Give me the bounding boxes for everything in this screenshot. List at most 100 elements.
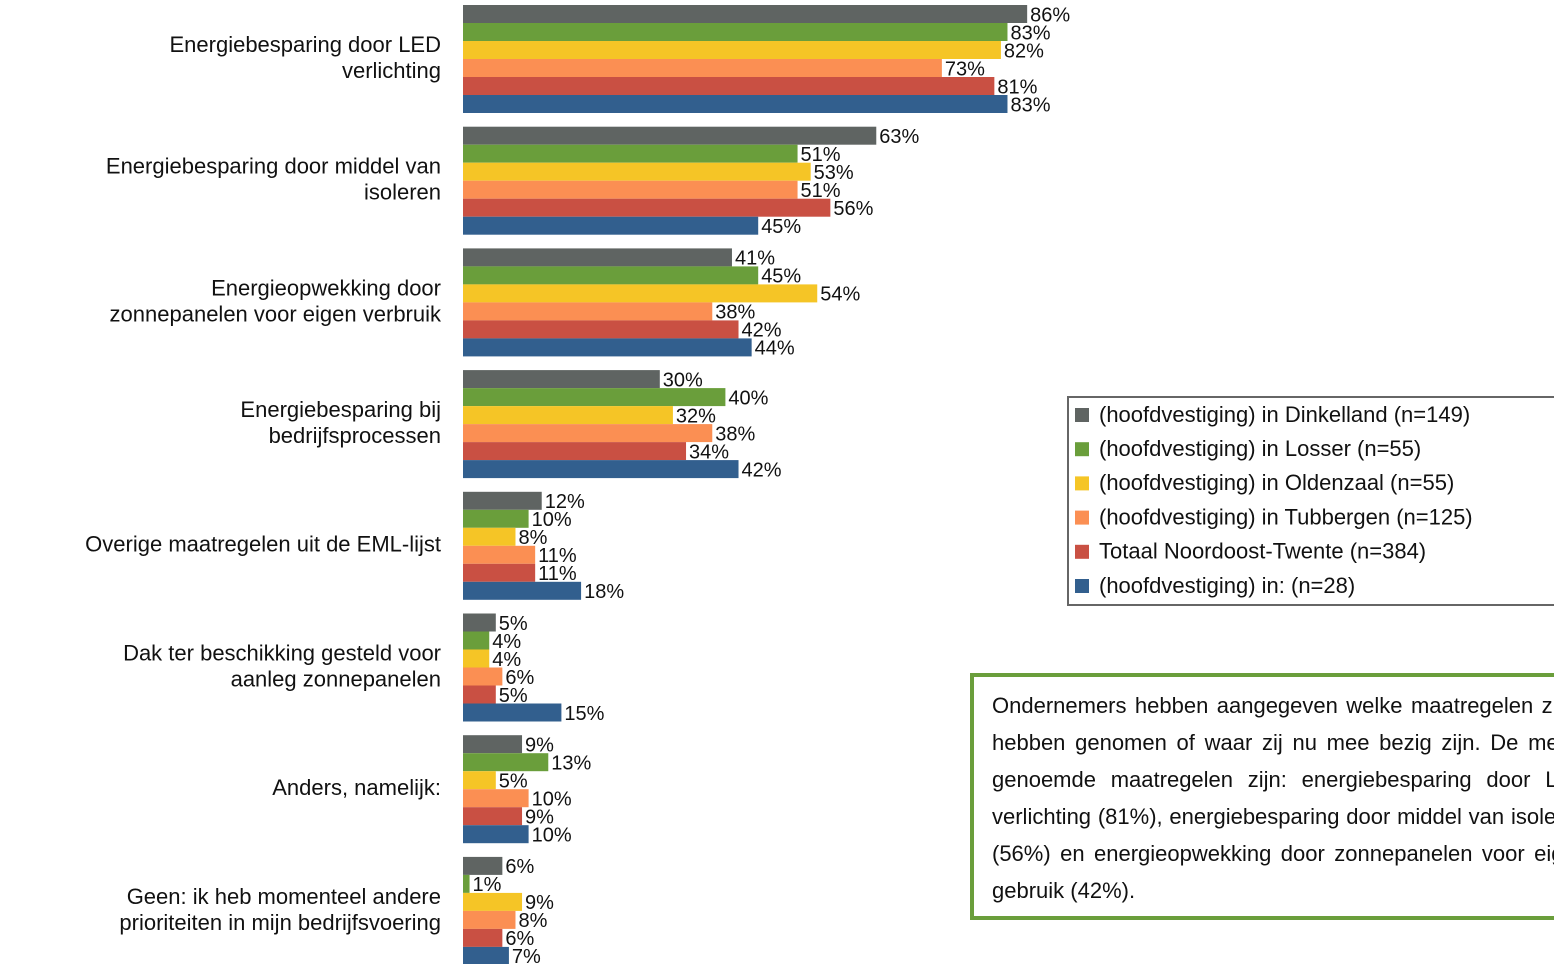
value-label: 8% <box>518 910 547 932</box>
bar <box>463 41 1001 59</box>
legend-swatch <box>1075 579 1089 593</box>
bar <box>463 581 582 600</box>
value-label: 30% <box>663 369 703 391</box>
bar <box>463 77 995 95</box>
category-label: Energieopwekking door zonnepanelen voor e… <box>110 275 442 326</box>
bar <box>463 753 549 772</box>
bar <box>463 563 536 582</box>
value-label: 51% <box>801 180 841 202</box>
value-label: 42% <box>742 459 782 481</box>
legend-swatch <box>1075 476 1089 491</box>
bar <box>463 248 732 267</box>
value-label: 11% <box>538 563 577 585</box>
value-label: 63% <box>879 126 919 148</box>
bar <box>463 406 673 425</box>
value-label: 15% <box>564 703 604 725</box>
value-label: 7% <box>512 946 541 964</box>
value-label: 82% <box>1004 40 1044 62</box>
bar <box>463 649 490 668</box>
value-label: 6% <box>505 667 534 689</box>
value-label: 11% <box>538 545 577 567</box>
legend-label: (hoofdvestiging) in Tubbergen (n=125) <box>1099 504 1473 529</box>
bar <box>463 424 713 443</box>
bar <box>463 23 1008 41</box>
value-label: 9% <box>525 892 554 914</box>
bar <box>463 613 496 632</box>
value-label: 41% <box>735 248 775 270</box>
legend-swatch <box>1075 510 1089 525</box>
bar <box>463 460 739 479</box>
bar <box>463 509 529 528</box>
text-box: Ondernemers hebben aangegeven welke maat… <box>970 673 1554 920</box>
value-label: 6% <box>505 928 534 950</box>
value-label: 1% <box>473 874 502 896</box>
category-label: Overige maatregelen uit de EML-lijst <box>85 532 441 557</box>
bar <box>463 685 496 704</box>
value-label: 12% <box>545 491 585 513</box>
category-label: Energiebesparing door LED verlichting <box>169 32 441 83</box>
value-label: 45% <box>761 216 801 238</box>
legend-swatch <box>1075 544 1089 559</box>
bar <box>463 892 523 911</box>
bar <box>463 527 516 546</box>
bar <box>463 825 529 844</box>
bar <box>463 910 516 929</box>
value-label: 38% <box>715 302 755 324</box>
value-label: 56% <box>833 198 873 220</box>
value-label: 54% <box>820 284 860 306</box>
bar <box>463 946 509 964</box>
legend-label: (hoofdvestiging) in Oldenzaal (n=55) <box>1099 470 1454 495</box>
bar <box>463 266 759 285</box>
value-label: 53% <box>814 162 854 184</box>
bar <box>463 735 523 754</box>
value-label: 8% <box>518 527 547 549</box>
value-label: 4% <box>492 649 521 671</box>
value-label: 5% <box>499 770 528 792</box>
bar <box>463 928 503 947</box>
bar <box>463 320 739 339</box>
value-label: 42% <box>742 320 782 342</box>
legend-label: (hoofdvestiging) in Losser (n=55) <box>1099 436 1421 461</box>
value-label: 5% <box>499 685 528 707</box>
bar <box>463 126 877 145</box>
bar <box>463 5 1028 23</box>
bar <box>463 771 496 790</box>
legend-label: (hoofdvestiging) in: (n=28) <box>1099 573 1355 598</box>
value-label: 5% <box>499 613 528 635</box>
legend-swatch <box>1075 408 1089 422</box>
value-label: 9% <box>525 734 554 756</box>
legend-box <box>1067 396 1554 606</box>
bar <box>463 95 1008 113</box>
value-label: 83% <box>1010 22 1050 44</box>
value-label: 51% <box>801 144 841 166</box>
value-label: 73% <box>945 58 985 80</box>
bar <box>463 216 759 235</box>
bar <box>463 198 831 217</box>
bar <box>463 338 752 357</box>
category-label: Anders, namelijk: <box>272 775 441 800</box>
value-label: 81% <box>997 76 1037 98</box>
category-label: Dak ter beschikking gesteld voor aanleg z… <box>123 640 441 691</box>
value-label: 9% <box>525 806 554 828</box>
bar <box>463 856 503 875</box>
bar <box>463 442 687 461</box>
value-label: 40% <box>728 387 768 409</box>
bar <box>463 667 503 686</box>
bar <box>463 491 542 510</box>
bar <box>463 284 818 303</box>
value-label: 4% <box>492 631 521 653</box>
value-label: 13% <box>551 752 591 774</box>
value-label: 38% <box>715 423 755 445</box>
category-label: Geen: ik heb momenteel andere prioriteite… <box>119 884 441 935</box>
value-label: 6% <box>505 856 534 878</box>
bar <box>463 144 798 163</box>
bar <box>463 370 660 389</box>
legend-swatch <box>1075 442 1089 457</box>
value-label: 83% <box>1010 94 1050 116</box>
bar <box>463 807 523 826</box>
category-label: Energiebesparing door middel van isoleren <box>106 154 441 205</box>
value-label: 86% <box>1030 4 1070 26</box>
value-label: 44% <box>755 338 795 360</box>
